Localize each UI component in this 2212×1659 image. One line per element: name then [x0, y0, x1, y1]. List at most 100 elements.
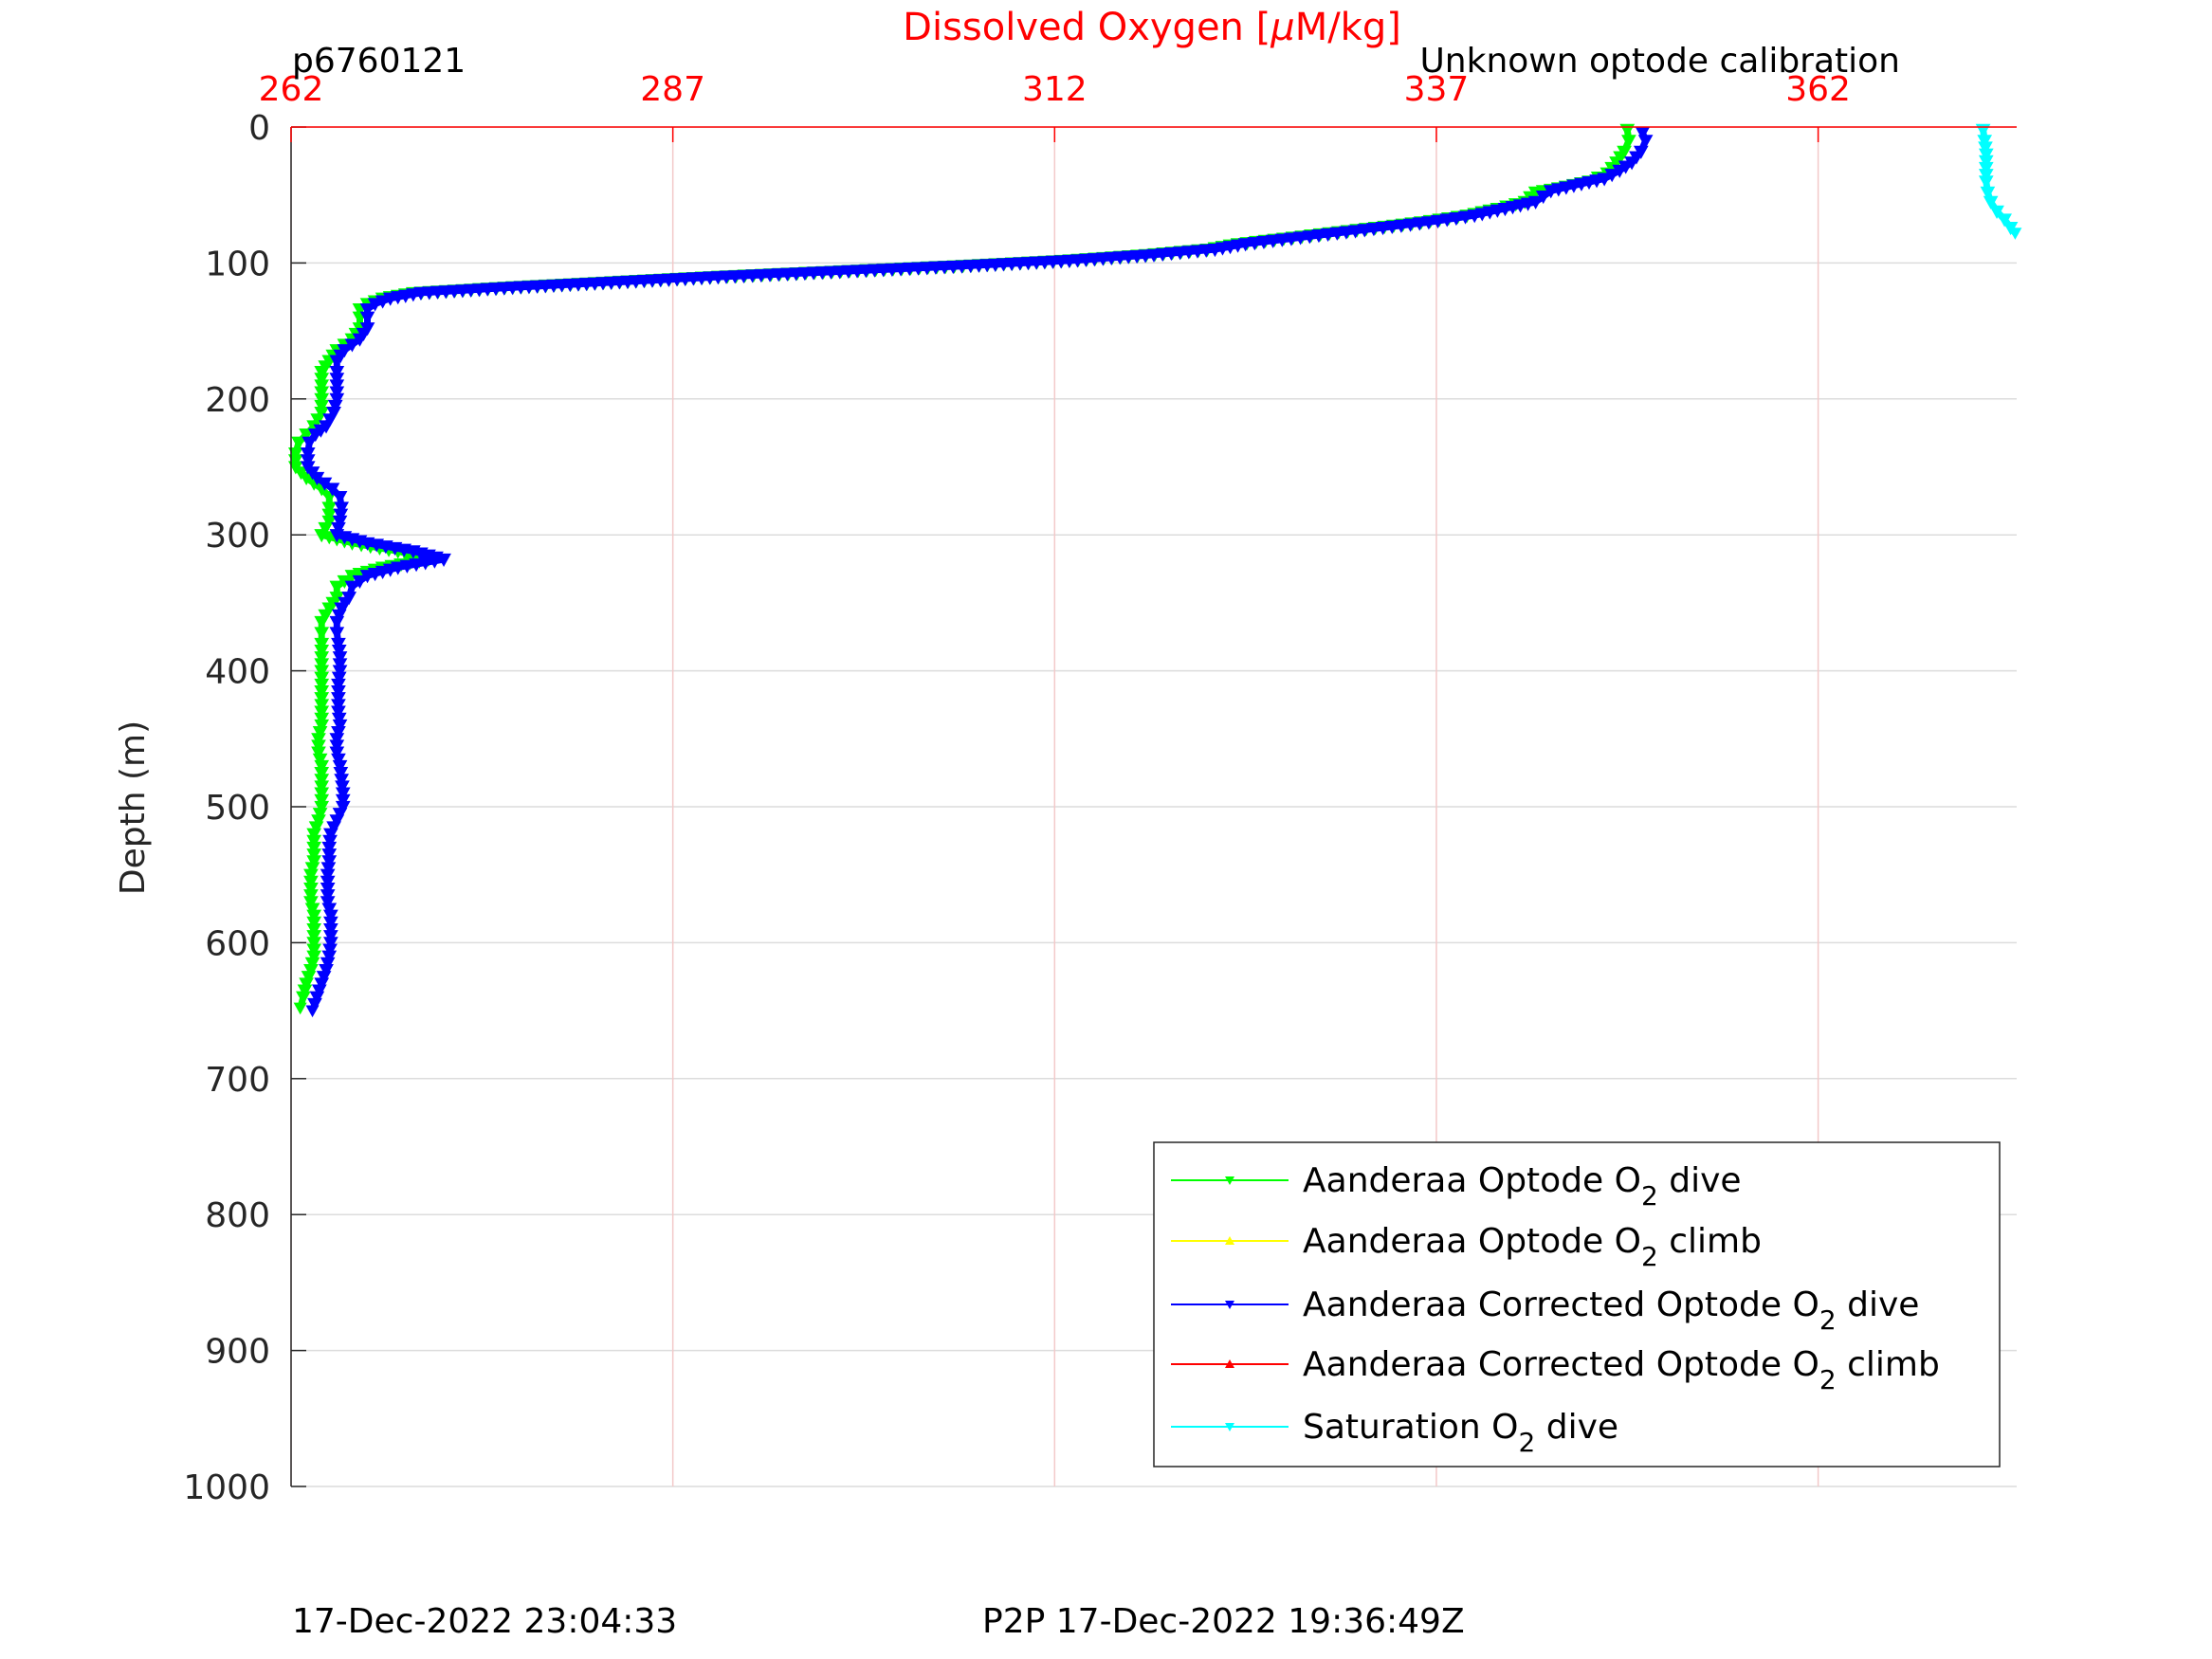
- data-point: [1997, 213, 2012, 228]
- data-point: [306, 855, 322, 869]
- legend-label: Saturation O2 dive: [1303, 1408, 1618, 1458]
- y-tick-label: 900: [205, 1333, 270, 1372]
- data-point: [321, 501, 338, 516]
- data-point: [331, 705, 346, 720]
- data-point: [306, 834, 322, 848]
- data-point: [314, 699, 330, 713]
- data-point: [314, 685, 330, 700]
- data-point: [306, 841, 322, 856]
- data-point: [319, 963, 334, 978]
- data-point: [332, 719, 348, 733]
- data-point: [331, 521, 346, 537]
- data-point: [303, 963, 319, 978]
- data-point: [335, 787, 351, 801]
- data-point: [306, 922, 322, 938]
- data-point: [314, 705, 330, 720]
- x-tick-label: 287: [640, 70, 705, 109]
- data-point: [332, 808, 348, 822]
- data-point: [335, 800, 351, 815]
- data-point: [320, 957, 336, 971]
- data-point: [1978, 148, 1994, 162]
- data-point: [1978, 169, 1994, 183]
- data-point: [334, 774, 349, 788]
- y-tick-label: 600: [205, 924, 270, 963]
- data-point: [320, 896, 336, 910]
- footer-p2p-timestamp: P2P 17-Dec-2022 19:36:49Z: [982, 1602, 1465, 1641]
- data-point: [320, 882, 336, 897]
- data-point: [1978, 141, 1993, 155]
- data-point: [304, 902, 320, 917]
- x-tick-label: 362: [1785, 70, 1851, 109]
- data-point: [314, 787, 330, 801]
- data-point: [314, 366, 330, 380]
- legend: Aanderaa Optode O2 dive Aanderaa Optode O…: [1153, 1141, 2001, 1468]
- data-point: [324, 483, 340, 497]
- data-point: [320, 875, 336, 889]
- data-point: [329, 355, 345, 369]
- chart-title: Dissolved Oxygen [μM/kg]: [903, 6, 1401, 49]
- x-tick-label: 337: [1404, 70, 1470, 109]
- data-point: [287, 454, 303, 468]
- data-point: [329, 615, 345, 630]
- data-point: [318, 609, 334, 623]
- data-point: [329, 366, 345, 380]
- data-point: [320, 862, 337, 876]
- data-point: [314, 977, 330, 992]
- data-point: [306, 943, 322, 957]
- y-tick-label: 400: [205, 653, 270, 692]
- data-point: [303, 868, 319, 883]
- data-point: [311, 746, 326, 760]
- data-point: [305, 1005, 320, 1018]
- data-point: [332, 651, 348, 665]
- data-point: [310, 413, 326, 428]
- data-point: [300, 454, 316, 468]
- data-point: [332, 759, 348, 775]
- legend-item: Aanderaa Optode O2 climb: [1171, 1222, 1762, 1272]
- data-point: [302, 436, 318, 450]
- data-point: [306, 916, 322, 930]
- data-point: [306, 930, 322, 944]
- data-point: [291, 436, 306, 450]
- x-tick-label: 262: [259, 70, 324, 109]
- legend-label: Aanderaa Optode O2 climb: [1303, 1222, 1762, 1272]
- data-point: [314, 658, 330, 672]
- data-point: [329, 814, 345, 829]
- y-axis-label: Depth (m): [114, 720, 153, 895]
- data-point: [314, 651, 330, 665]
- data-point: [314, 780, 330, 794]
- data-point: [331, 753, 346, 767]
- data-point: [322, 413, 338, 428]
- data-point: [314, 615, 330, 630]
- data-point: [329, 373, 345, 387]
- y-tick-label: 1000: [183, 1468, 270, 1507]
- data-point: [314, 719, 330, 733]
- data-point: [331, 644, 347, 659]
- data-point: [1978, 161, 1994, 176]
- data-point: [323, 916, 338, 930]
- data-point: [314, 627, 330, 641]
- data-point: [314, 767, 330, 781]
- data-point: [314, 392, 330, 407]
- data-point: [314, 386, 330, 400]
- data-point: [314, 644, 330, 659]
- data-point: [331, 692, 346, 706]
- data-point: [316, 971, 332, 985]
- data-point: [1637, 135, 1654, 149]
- data-point: [314, 373, 330, 387]
- legend-swatch-marker: [1225, 1176, 1234, 1185]
- data-point: [304, 957, 320, 971]
- data-point: [299, 977, 314, 992]
- glider-profile-id: p6760121: [292, 42, 466, 81]
- data-point: [1977, 135, 1993, 149]
- data-point: [329, 733, 345, 747]
- y-tick-label: 800: [205, 1196, 270, 1235]
- data-point: [309, 991, 325, 1005]
- x-tick-label: 312: [1022, 70, 1088, 109]
- data-point: [306, 950, 322, 964]
- data-point: [344, 580, 360, 594]
- legend-box: [1153, 1141, 2001, 1468]
- data-point: [314, 671, 330, 685]
- data-point: [335, 793, 351, 808]
- data-point: [321, 508, 338, 522]
